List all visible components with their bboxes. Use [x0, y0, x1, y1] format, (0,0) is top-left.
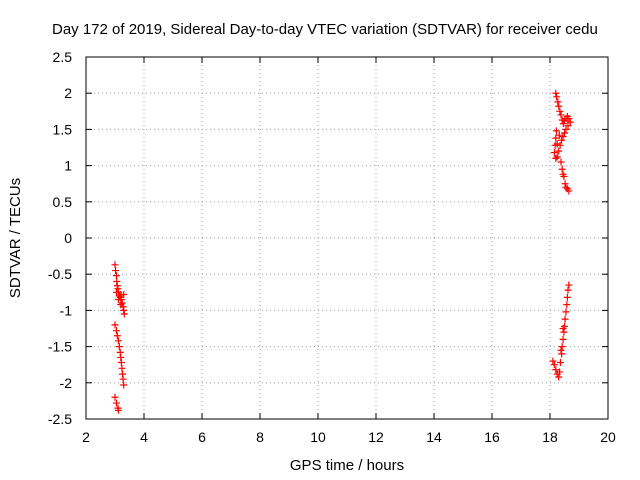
data-point — [115, 343, 123, 351]
data-point — [552, 154, 560, 162]
data-point — [111, 393, 119, 401]
axis-ticks: 2 4 6 8 10 12 14 16 18 20 -2.5 -2 -1.5 -1 -0.5 0 0.5 1 1.5… — [48, 49, 616, 445]
data-point — [561, 129, 568, 137]
data-point — [557, 346, 565, 354]
y-tick-label: 1.5 — [53, 121, 73, 137]
data-point — [555, 147, 563, 155]
data-point — [114, 337, 122, 345]
data-point — [117, 301, 125, 309]
data-point — [552, 366, 560, 374]
data-point — [549, 357, 557, 365]
data-point — [557, 158, 565, 166]
data-point — [561, 315, 569, 323]
y-axis-title: SDTVAR / TECUs — [7, 178, 24, 298]
y-tick-label: 1 — [64, 158, 72, 174]
data-point — [566, 118, 574, 126]
data-point — [563, 293, 571, 301]
data-point — [564, 122, 572, 130]
data-point — [114, 406, 122, 414]
x-tick-label: 6 — [198, 429, 206, 445]
data-point — [554, 98, 562, 106]
data-point — [555, 373, 563, 381]
x-tick-label: 2 — [82, 429, 90, 445]
data-point — [558, 165, 566, 173]
data-point — [559, 335, 567, 343]
data-point — [559, 325, 567, 332]
y-tick-label: -0.5 — [48, 266, 72, 282]
grid — [86, 57, 608, 419]
data-point — [120, 381, 128, 389]
data-point — [562, 308, 570, 316]
data-point — [120, 310, 128, 318]
y-tick-label: -1 — [60, 302, 73, 318]
data-point — [561, 180, 569, 188]
x-tick-label: 16 — [484, 429, 500, 445]
y-tick-label: 2 — [64, 85, 72, 101]
data-point — [118, 299, 126, 307]
y-tick-label: -1.5 — [48, 339, 72, 355]
data-point — [556, 107, 564, 115]
data-point — [565, 115, 573, 123]
data-point — [562, 183, 570, 191]
x-tick-label: 10 — [310, 429, 326, 445]
data-point — [112, 288, 120, 296]
data-point — [565, 187, 573, 195]
data-point — [560, 172, 568, 180]
data-point — [550, 149, 558, 157]
data-point — [559, 133, 567, 141]
data-point — [553, 93, 561, 101]
data-point — [555, 131, 563, 139]
data-point — [564, 286, 572, 294]
x-tick-label: 14 — [426, 429, 442, 445]
data-point — [562, 125, 570, 133]
data-point — [555, 102, 563, 110]
chart-title: Day 172 of 2019, Sidereal Day-to-day VTE… — [52, 21, 598, 38]
data-point — [112, 399, 120, 407]
data-point — [120, 290, 128, 298]
data-point — [553, 140, 561, 148]
data-point — [553, 153, 561, 161]
data-point — [552, 89, 560, 97]
data-point — [114, 296, 122, 304]
x-tick-label: 4 — [140, 429, 148, 445]
x-tick-label: 12 — [368, 429, 384, 445]
data-points — [111, 89, 574, 414]
data-point — [557, 111, 565, 119]
y-tick-label: 0 — [64, 230, 72, 246]
data-point — [113, 332, 121, 340]
data-point — [111, 321, 119, 329]
data-point — [556, 368, 564, 376]
data-point — [552, 127, 560, 135]
x-tick-label: 20 — [600, 429, 616, 445]
data-point — [112, 327, 120, 335]
data-point — [558, 343, 566, 351]
data-point — [550, 361, 558, 369]
y-tick-label: -2 — [60, 375, 73, 391]
data-point — [556, 359, 564, 367]
y-tick-label: -2.5 — [48, 411, 72, 427]
x-tick-label: 18 — [542, 429, 558, 445]
data-point — [565, 281, 573, 289]
data-point — [115, 292, 123, 300]
data-point — [558, 136, 566, 144]
y-tick-label: 2.5 — [53, 49, 73, 65]
data-point — [112, 267, 120, 275]
x-tick-label: 8 — [256, 429, 264, 445]
x-axis-title: GPS time / hours — [290, 457, 404, 474]
data-point — [563, 301, 571, 309]
y-tick-label: 0.5 — [53, 194, 73, 210]
